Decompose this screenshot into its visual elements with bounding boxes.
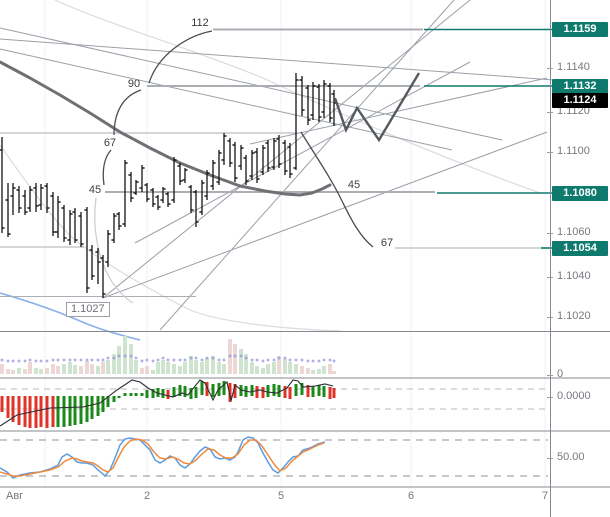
volume-bar: [56, 366, 60, 374]
volume-bar: [277, 356, 281, 374]
trend-line: [102, 0, 471, 299]
volume-bar: [106, 360, 110, 374]
volume-bar: [161, 360, 165, 374]
volume-bar: [39, 369, 43, 374]
volume-bar: [189, 356, 193, 374]
volume-bar: [311, 370, 315, 374]
volume-bar: [178, 366, 182, 374]
callout-arc: [148, 30, 213, 84]
volume-bar: [217, 362, 221, 374]
trend-line: [0, 48, 453, 151]
volume-bar: [194, 360, 198, 374]
forecast-zigzag: [333, 72, 421, 143]
volume-bar: [28, 362, 32, 374]
volume-bar: [328, 364, 332, 374]
volume-bar: [17, 368, 21, 374]
ma-thick-curve: [0, 60, 332, 197]
volume-bar: [250, 362, 254, 374]
trend-line: [249, 77, 548, 145]
volume-bar: [166, 362, 170, 374]
envelope-curve: [0, 144, 342, 332]
macd-signal-line: [0, 379, 334, 427]
callout-arc: [102, 149, 112, 186]
volume-bar: [68, 362, 72, 374]
stoch-main-line: [0, 436, 326, 479]
volume-bar: [11, 370, 15, 374]
volume-bar: [117, 346, 121, 374]
volume-bar: [45, 368, 49, 374]
volume-bar: [151, 370, 155, 374]
volume-bar: [96, 366, 100, 374]
trend-line: [0, 27, 503, 141]
volume-bar: [112, 354, 116, 374]
volume-bar: [294, 364, 298, 374]
volume-bar: [156, 362, 160, 374]
volume-bar: [129, 344, 133, 374]
trend-line: [102, 131, 548, 299]
volume-bar: [200, 362, 204, 374]
callout-arc: [300, 131, 374, 248]
volume-bar: [172, 364, 176, 374]
volume-bar: [34, 368, 38, 374]
volume-bar: [79, 366, 83, 374]
volume-bar: [322, 366, 326, 374]
volume-bar: [145, 366, 149, 374]
trend-line: [159, 0, 455, 331]
volume-bar: [62, 364, 66, 374]
stoch-signal-line: [0, 438, 325, 477]
volume-bar: [272, 362, 276, 374]
trend-line: [0, 38, 609, 85]
volume-bar: [6, 369, 10, 374]
volume-bar: [288, 362, 292, 374]
volume-bar: [233, 344, 237, 374]
volume-bar: [283, 359, 287, 374]
volume-bar: [23, 369, 27, 374]
callout-arc: [113, 89, 142, 136]
volume-bar: [300, 366, 304, 374]
volume-bar: [255, 366, 259, 374]
volume-bar: [205, 358, 209, 374]
volume-bar: [85, 361, 89, 374]
volume-bar: [239, 349, 243, 374]
envelope-curve: [54, 0, 541, 194]
volume-bar: [211, 356, 215, 374]
volume-bar: [140, 368, 144, 374]
volume-bar: [306, 368, 310, 374]
callout-arc-light: [94, 197, 134, 304]
volume-bar: [134, 360, 138, 374]
volume-bar: [317, 369, 321, 374]
volume-bar: [0, 364, 4, 374]
volume-bar: [222, 364, 226, 374]
volume-bar: [332, 371, 336, 374]
volume-bar: [261, 368, 265, 374]
volume-bar: [101, 362, 105, 374]
blue-ma-curve: [0, 292, 141, 341]
volume-bar: [51, 364, 55, 374]
volume-bar: [266, 364, 270, 374]
volume-bar: [183, 362, 187, 374]
volume-bar: [73, 365, 77, 374]
volume-bar: [90, 364, 94, 374]
volume-bar: [244, 354, 248, 374]
